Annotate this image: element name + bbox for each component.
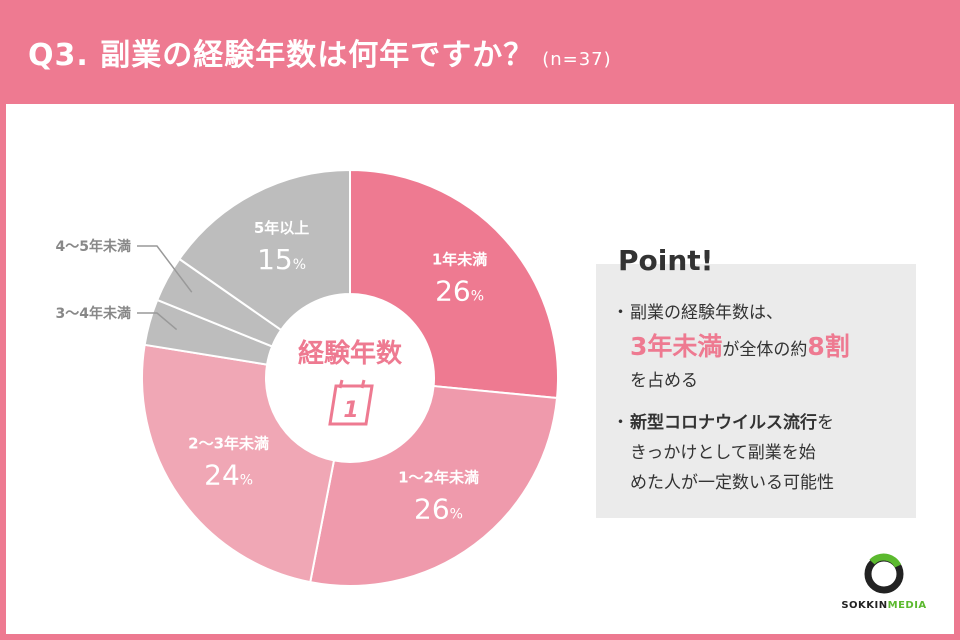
point-item-2-rest: を <box>817 413 834 433</box>
callout-label-4: 4〜5年未満 <box>56 238 131 255</box>
slice-label-0: 1年未満 <box>432 250 487 268</box>
slice-value-5: 15% <box>257 243 306 276</box>
point-item-2-line-2-text: きっかけとして副業を始 <box>630 443 816 463</box>
point-heading: Point! <box>618 244 714 277</box>
point-item-2-line-2: きっかけとして副業を始 <box>612 438 816 468</box>
bullet: ・ <box>612 303 629 323</box>
calendar-page <box>328 384 374 426</box>
slice-value-0: 26% <box>435 274 484 307</box>
point-item-1-mid: が全体の約 <box>722 340 808 360</box>
sample-size-note: (n=37) <box>542 49 612 70</box>
question-title: Q3. 副業の経験年数は何年ですか？ <box>28 38 535 73</box>
point-item-1-line-1: ・副業の経験年数は、 <box>612 298 783 328</box>
logo-text: SOKKINMEDIA <box>836 600 932 611</box>
point-item-2-line-3-text: めた人が一定数いる可能性 <box>630 473 834 493</box>
sokkin-media-logo: SOKKINMEDIA <box>836 550 932 622</box>
pie-slice-1 <box>309 384 559 587</box>
slice-label-5: 5年以上 <box>254 219 309 237</box>
point-item-1-text: 副業の経験年数は、 <box>630 303 783 323</box>
callout-line-4 <box>137 245 193 293</box>
callout-line-3 <box>137 312 178 331</box>
point-box <box>596 264 916 518</box>
calendar-rings <box>338 379 366 389</box>
slice-value-1: 26% <box>414 493 463 526</box>
center-label: 経験年数 <box>298 338 403 369</box>
point-item-1-end: を占める <box>630 371 698 391</box>
logo-ring-icon <box>864 553 904 594</box>
point-item-2-bold: 新型コロナウイルス流行 <box>630 413 817 433</box>
callout-label-3: 3〜4年未満 <box>56 305 131 322</box>
highlight-80-percent: 8割 <box>807 332 850 361</box>
header-bar: Q3. 副業の経験年数は何年ですか？ (n=37) <box>0 0 960 104</box>
pie-slice-2 <box>141 343 336 584</box>
page-title: Q3. 副業の経験年数は何年ですか？ (n=37) <box>28 30 612 74</box>
calendar-number: 1 <box>343 398 358 423</box>
point-item-1-line-3: を占める <box>612 366 698 396</box>
bullet: ・ <box>612 413 629 433</box>
point-item-1-line-2: 3年未満が全体の約8割 <box>612 332 850 365</box>
pie-slice-0 <box>349 168 559 400</box>
pie-slice-5 <box>178 168 351 332</box>
highlight-under-3-years: 3年未満 <box>630 332 723 361</box>
slice-label-1: 1〜2年未満 <box>398 469 479 487</box>
point-item-2-line-1: ・新型コロナウイルス流行を <box>612 408 834 438</box>
calendar-icon: 1 <box>328 379 374 426</box>
point-item-2-line-3: めた人が一定数いる可能性 <box>612 468 834 498</box>
slice-value-2: 24% <box>204 459 253 492</box>
logo-text-a: SOKKIN <box>841 600 888 611</box>
slice-label-2: 2〜3年未満 <box>188 435 269 453</box>
logo-text-b: MEDIA <box>887 600 927 611</box>
